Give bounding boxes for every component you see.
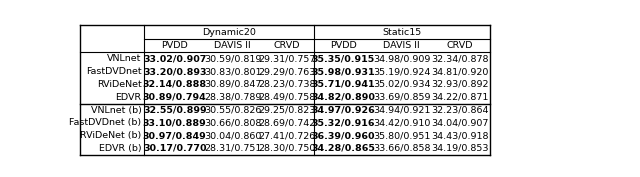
Text: EDVR: EDVR [115,93,141,102]
Text: 28.30/0.750: 28.30/0.750 [259,144,316,153]
Text: 36.39/0.960: 36.39/0.960 [312,131,375,140]
Text: 30.83/0.801: 30.83/0.801 [204,67,262,76]
Text: 28.69/0.742: 28.69/0.742 [259,118,316,127]
Text: Static15: Static15 [382,28,421,37]
Text: 34.19/0.853: 34.19/0.853 [431,144,489,153]
Text: 33.69/0.859: 33.69/0.859 [373,93,431,102]
Text: 30.66/0.808: 30.66/0.808 [204,118,262,127]
Text: 34.22/0.871: 34.22/0.871 [431,93,488,102]
Text: 27.41/0.726: 27.41/0.726 [259,131,316,140]
Text: DAVIS II: DAVIS II [383,41,420,50]
Text: 35.35/0.915: 35.35/0.915 [312,54,375,63]
Text: 34.97/0.926: 34.97/0.926 [312,105,375,115]
Text: 28.31/0.751: 28.31/0.751 [204,144,262,153]
Text: 34.43/0.918: 34.43/0.918 [431,131,489,140]
Text: 34.98/0.909: 34.98/0.909 [373,54,430,63]
Text: RViDeNet (b): RViDeNet (b) [80,131,141,140]
Text: 30.89/0.794: 30.89/0.794 [143,93,207,102]
Text: 30.55/0.826: 30.55/0.826 [204,105,262,115]
Text: 33.02/0.907: 33.02/0.907 [143,54,207,63]
Text: DAVIS II: DAVIS II [214,41,251,50]
Text: 35.80/0.951: 35.80/0.951 [373,131,430,140]
Text: FastDVDnet: FastDVDnet [86,67,141,76]
Text: 33.10/0.889: 33.10/0.889 [143,118,207,127]
Text: 34.42/0.910: 34.42/0.910 [373,118,430,127]
Text: CRVD: CRVD [447,41,473,50]
Text: 34.81/0.920: 34.81/0.920 [431,67,488,76]
Text: 35.19/0.924: 35.19/0.924 [373,67,430,76]
Text: EDVR (b): EDVR (b) [99,144,141,153]
Text: 33.20/0.893: 33.20/0.893 [143,67,207,76]
Text: 35.32/0.916: 35.32/0.916 [312,118,375,127]
Text: 34.04/0.907: 34.04/0.907 [431,118,488,127]
Text: 30.97/0.849: 30.97/0.849 [143,131,207,140]
Text: 30.89/0.847: 30.89/0.847 [204,80,262,89]
Text: 32.14/0.888: 32.14/0.888 [143,80,207,89]
Text: 28.23/0.738: 28.23/0.738 [259,80,316,89]
Text: 32.55/0.899: 32.55/0.899 [143,105,207,115]
Text: VNLnet: VNLnet [107,54,141,63]
Text: 34.28/0.865: 34.28/0.865 [312,144,375,153]
Text: 35.71/0.941: 35.71/0.941 [312,80,375,89]
Text: 28.38/0.789: 28.38/0.789 [204,93,262,102]
Text: 28.49/0.758: 28.49/0.758 [259,93,316,102]
Text: CRVD: CRVD [274,41,300,50]
Text: 30.04/0.860: 30.04/0.860 [204,131,262,140]
Text: 33.66/0.858: 33.66/0.858 [373,144,431,153]
Text: 32.34/0.878: 32.34/0.878 [431,54,489,63]
Text: PVDD: PVDD [330,41,356,50]
Text: VNLnet (b): VNLnet (b) [91,105,141,115]
Text: RViDeNet: RViDeNet [97,80,141,89]
Text: 30.17/0.770: 30.17/0.770 [143,144,207,153]
Text: 35.02/0.934: 35.02/0.934 [373,80,431,89]
Text: 30.59/0.819: 30.59/0.819 [204,54,262,63]
Text: 29.31/0.757: 29.31/0.757 [259,54,316,63]
Text: 29.25/0.823: 29.25/0.823 [259,105,316,115]
Text: 29.29/0.763: 29.29/0.763 [259,67,316,76]
Text: 32.23/0.864: 32.23/0.864 [431,105,489,115]
Text: 32.93/0.892: 32.93/0.892 [431,80,489,89]
Text: Dynamic20: Dynamic20 [202,28,256,37]
Text: PVDD: PVDD [161,41,188,50]
Text: 34.82/0.890: 34.82/0.890 [312,93,375,102]
Text: 35.98/0.931: 35.98/0.931 [312,67,375,76]
Text: 34.94/0.921: 34.94/0.921 [373,105,430,115]
Text: FastDVDnet (b): FastDVDnet (b) [69,118,141,127]
